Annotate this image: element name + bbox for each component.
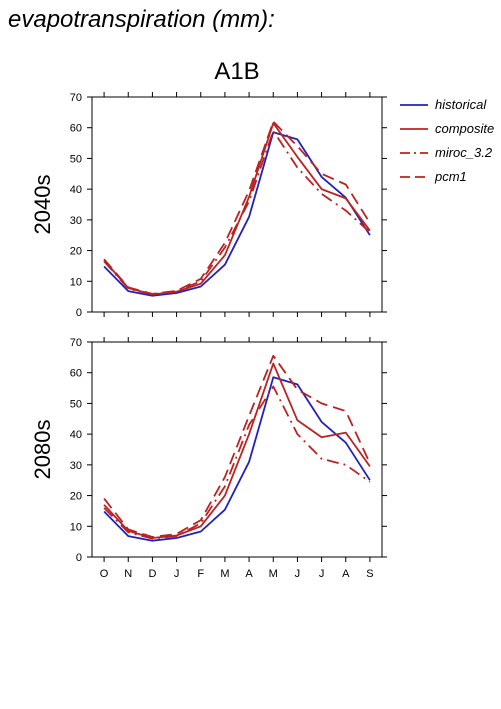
y-tick-label: 50 <box>70 398 82 410</box>
x-tick-label: M <box>220 568 229 580</box>
legend-label-composite: composite <box>435 121 494 136</box>
legend-label-miroc_3.2: miroc_3.2 <box>435 145 493 160</box>
plot-frame <box>91 341 383 558</box>
y-tick-label: 30 <box>70 460 82 472</box>
y-tick-label: 50 <box>70 153 82 165</box>
y-tick-label: 70 <box>70 337 82 349</box>
x-tick-label: O <box>100 568 109 580</box>
y-tick-label: 60 <box>70 368 82 380</box>
y-tick-label: 10 <box>70 276 82 288</box>
plot-frame <box>91 96 383 313</box>
series-line-pcm1 <box>103 354 371 538</box>
series-line-composite <box>103 362 371 539</box>
y-tick-label: 70 <box>70 92 82 104</box>
y-tick-label: 40 <box>70 184 82 196</box>
series-line-historical <box>103 376 371 542</box>
scenario-label: A1B <box>214 58 259 85</box>
x-tick-label: A <box>245 568 253 580</box>
legend-label-pcm1: pcm1 <box>434 169 467 184</box>
x-tick-label: F <box>197 568 204 580</box>
y-tick-label: 0 <box>76 552 82 564</box>
y-tick-label: 60 <box>70 123 82 135</box>
series-line-miroc_3.2 <box>103 385 371 540</box>
page-title: evapotranspiration (mm): <box>8 6 275 33</box>
y-tick-label: 20 <box>70 246 82 258</box>
x-tick-label: J <box>319 568 325 580</box>
legend: historical composite miroc_3.2 pcm1 <box>400 97 494 184</box>
panel-2040s: 0 10 20 30 40 50 60 70 2040s <box>30 92 387 319</box>
x-tick-label: J <box>174 568 180 580</box>
y-tick-label: 20 <box>70 491 82 503</box>
x-tick-label: D <box>148 568 156 580</box>
y-tick-label: 40 <box>70 429 82 441</box>
y-tick-label: 30 <box>70 215 82 227</box>
x-tick-label: S <box>366 568 373 580</box>
x-tick-label: J <box>295 568 301 580</box>
y-tick-label: 0 <box>76 307 82 319</box>
x-tick-label: M <box>269 568 278 580</box>
x-tick-label: A <box>342 568 350 580</box>
panel-label: 2040s <box>30 175 55 235</box>
series-line-pcm1 <box>103 120 371 295</box>
series-line-composite <box>103 122 371 296</box>
legend-label-historical: historical <box>435 97 487 112</box>
panel-2080s: 0 10 20 30 40 50 60 70 O N D J F M A M J J A S 2080s <box>30 337 387 580</box>
series-line-historical <box>103 131 371 297</box>
panel-label: 2080s <box>30 420 55 480</box>
y-tick-label: 10 <box>70 521 82 533</box>
series-line-miroc_3.2 <box>103 129 371 296</box>
x-tick-label: N <box>124 568 132 580</box>
